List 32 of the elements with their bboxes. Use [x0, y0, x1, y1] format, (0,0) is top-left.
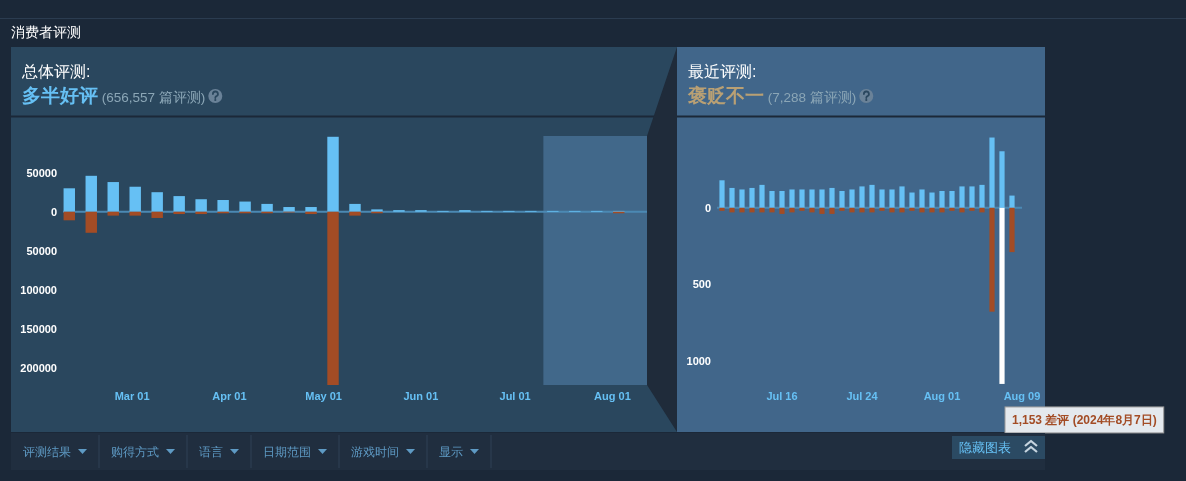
x-tick-label: Aug 01	[923, 390, 961, 402]
filter-label: 语言	[199, 445, 223, 459]
subtitle: 褒贬不一 (7,288 篇评测)	[688, 85, 857, 106]
y-tick-label: 1000	[686, 354, 711, 367]
x-tick-label: Jul 24	[846, 390, 878, 402]
x-tick-label: Aug 09	[1003, 390, 1041, 402]
title: 最近评测:	[688, 63, 757, 80]
title: 消费者评测	[11, 24, 81, 40]
y-tick-label: 50000	[26, 244, 57, 257]
y-tick-label: 0	[704, 201, 711, 214]
y-tick-label: 0	[50, 205, 57, 218]
x-tick-label: Aug 01	[594, 390, 631, 402]
x-tick-label: Mar 01	[114, 390, 150, 402]
x-tick-label: Apr 01	[212, 390, 247, 402]
y-tick-label: 50000	[26, 166, 57, 179]
filter-label: 日期范围	[263, 445, 311, 459]
x-tick-label: Jul 16	[766, 390, 798, 402]
y-tick-label: 150000	[20, 322, 57, 335]
x-tick-label: May 01	[305, 390, 342, 402]
filter-label: 游戏时间	[351, 445, 399, 459]
subtitle: 多半好评 (656,557 篇评测)	[22, 85, 206, 106]
title: 总体评测:	[22, 63, 91, 80]
y-tick-label: 100000	[20, 283, 57, 296]
y-tick-label: 200000	[20, 361, 57, 374]
x-tick-label: Jun 01	[403, 390, 439, 402]
x-tick-label: Jul 01	[499, 390, 531, 402]
filter-label: 显示	[439, 445, 463, 459]
y-tick-label: 500	[692, 278, 711, 291]
button-label: 隐藏图表	[959, 440, 1011, 455]
filter-label: 购得方式	[111, 445, 159, 459]
filter-label: 评测结果	[23, 445, 71, 459]
annotation: 1,153 差评 (2024年8月7日)	[1012, 412, 1157, 427]
